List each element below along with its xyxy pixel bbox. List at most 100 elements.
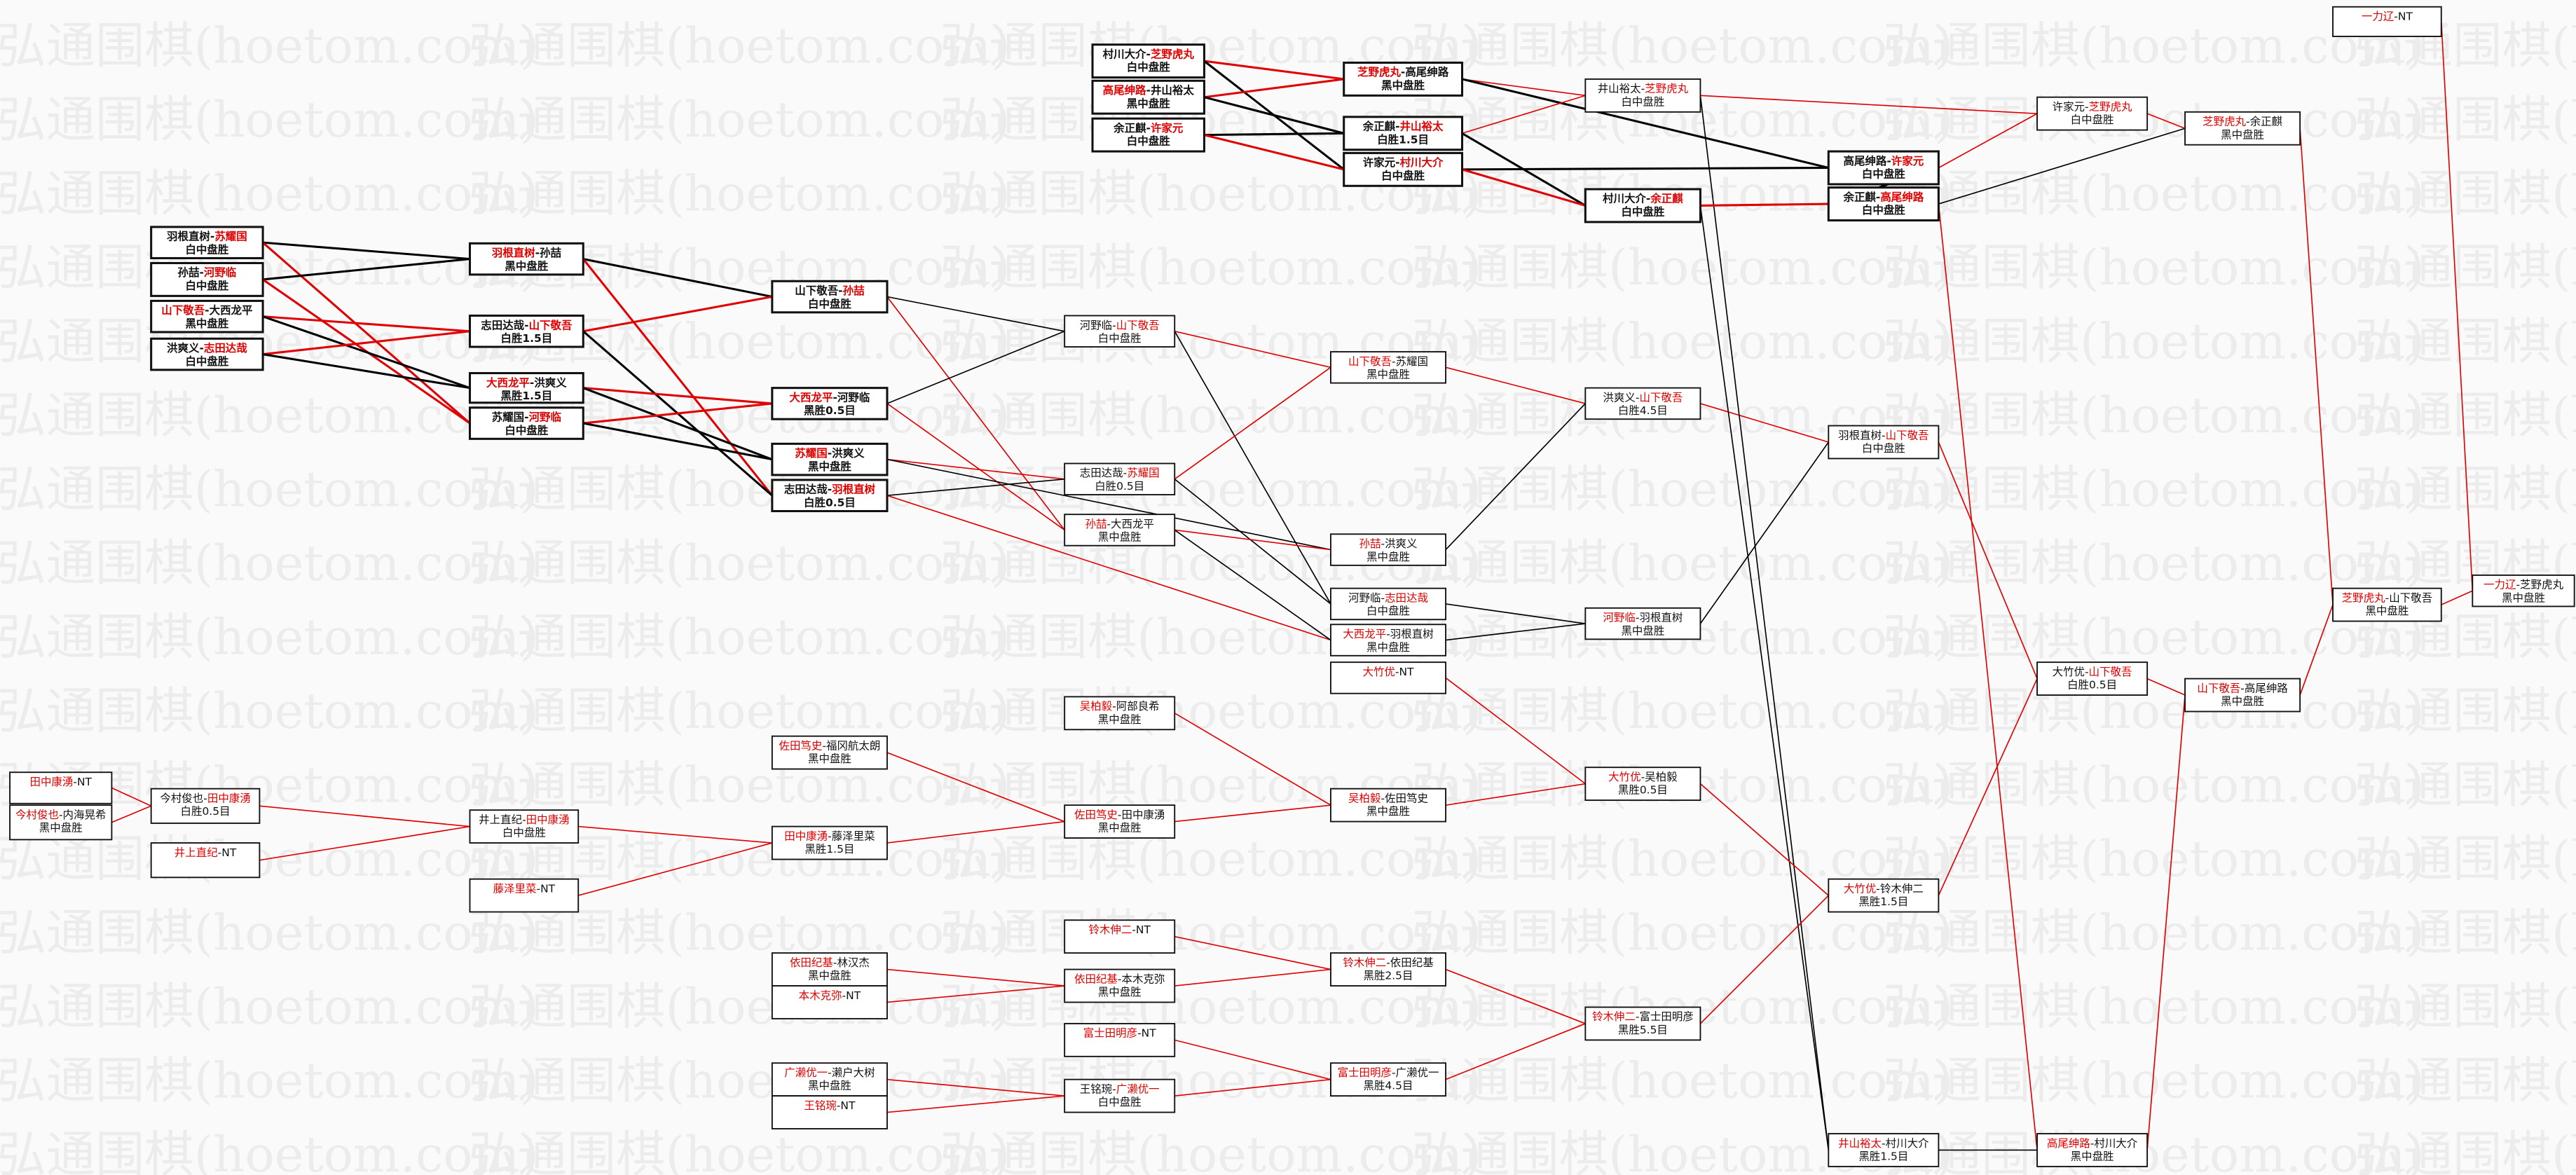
player-1-name: 井山裕太 — [1598, 83, 1641, 95]
player-2-name: 井山裕太 — [1151, 83, 1194, 97]
watermark-text: 弘通围棋(hoetom.com) — [468, 460, 1010, 518]
match-box-border — [150, 788, 261, 824]
player-separator: - — [1641, 83, 1645, 95]
match-result: 黑中盘胜 — [808, 1079, 851, 1092]
match-result: 白中盘胜 — [1098, 1095, 1142, 1108]
player-2-name: 羽根直树 — [1390, 628, 1434, 640]
player-1-name: 河野临 — [1348, 591, 1381, 604]
watermark-text: 弘通围棋(hoetom.com) — [940, 239, 1482, 296]
player-separator: - — [73, 776, 77, 788]
match-players: 孙喆-河野临 — [177, 266, 236, 279]
loser-path-line — [886, 296, 1065, 332]
winner-path-line — [1174, 330, 1331, 369]
winner-path-line — [583, 402, 773, 425]
match-players: 今村俊也-内海晃希 — [15, 809, 106, 821]
watermark-text: 弘通围棋(hoetom.com) — [940, 1126, 1482, 1175]
player-2-name: 山下敬吾 — [1886, 429, 1929, 441]
player-1-name: 河野临 — [1080, 319, 1112, 331]
match-box-border — [1330, 788, 1446, 823]
match-players: 村川大介-芝野虎丸 — [1103, 47, 1195, 60]
match-box-border — [150, 226, 264, 259]
match-box-border — [1064, 919, 1176, 954]
winner-path-line — [1174, 529, 1331, 551]
loser-path-line — [582, 387, 773, 461]
player-1-name: 本木克弥 — [799, 989, 842, 1002]
player-separator: - — [1123, 467, 1128, 479]
player-1-name: 余正麒 — [1362, 120, 1396, 133]
match-result: 黑中盘胜 — [1366, 550, 1410, 563]
loser-path-line — [262, 315, 470, 390]
player-2-name: 本木克弥 — [1121, 973, 1165, 985]
match-result: 白中盘胜 — [1621, 95, 1664, 108]
match-box-border — [1064, 1078, 1176, 1113]
winner-path-line — [1700, 202, 1829, 207]
winner-path-line — [1462, 95, 1586, 135]
match-box-border — [2184, 111, 2301, 146]
player-1-name: 羽根直树 — [167, 230, 210, 243]
watermark-text: 弘通围棋(hoetom.com) — [1883, 460, 2425, 518]
player-separator: - — [833, 391, 837, 404]
player-1-name: 大竹优 — [1844, 882, 1876, 895]
loser-path-line — [1204, 96, 1345, 135]
winner-path-line — [1204, 60, 1344, 81]
watermark-text: 弘通围棋(hoetom.com) — [0, 460, 539, 518]
match-box-border — [1343, 61, 1464, 97]
match-box: 一力辽-NT — [2332, 6, 2442, 37]
player-1-name: 河野临 — [1603, 612, 1635, 624]
match-players: 田中康湧-藤泽里菜 — [784, 830, 875, 842]
match-box-border — [1091, 117, 1205, 153]
player-separator: - — [828, 483, 832, 496]
watermark-text: 弘通围棋(hoetom.com) — [1411, 17, 1954, 74]
match-players: 羽根直树-孙喆 — [492, 246, 562, 259]
watermark-text: 弘通围棋(hoetom.com) — [1883, 535, 2425, 592]
match-result: 黑中盘胜 — [505, 259, 548, 273]
match-result: 白中盘胜 — [1621, 205, 1664, 218]
winner-path-line — [1938, 678, 2038, 896]
player-separator: - — [1641, 771, 1645, 783]
winner-path-line — [2146, 678, 2186, 696]
player-separator: - — [2385, 591, 2390, 604]
match-box-border — [1828, 425, 1940, 460]
player-1-name: 山下敬吾 — [795, 284, 838, 297]
match-players: 芝野虎丸-高尾绅路 — [1357, 65, 1449, 78]
match-box: 本木克弥-NT — [771, 985, 888, 1019]
player-2-name: NT — [846, 989, 861, 1002]
match-players: 河野临-山下敬吾 — [1080, 319, 1160, 331]
match-result: 黑胜0.5目 — [804, 404, 856, 417]
player-separator: - — [1132, 923, 1136, 936]
player-1-name: 高尾绅路 — [1843, 154, 1886, 167]
player-separator: - — [1146, 84, 1151, 97]
player-separator: - — [1118, 809, 1122, 821]
match-players: 芝野虎丸-余正麒 — [2202, 115, 2282, 128]
player-separator: - — [524, 411, 528, 424]
loser-path-line — [1938, 128, 2186, 205]
match-players: 王铭琬-NT — [804, 1099, 856, 1112]
player-1-name: 广濑优一 — [784, 1066, 828, 1079]
player-2-name: 孙喆 — [843, 284, 865, 297]
match-players: 苏耀国-洪爽义 — [795, 446, 865, 460]
match-result: 白胜0.5目 — [1095, 480, 1144, 493]
match-players: 佐田笃史-田中康湧 — [1074, 809, 1165, 821]
player-separator: - — [530, 376, 534, 389]
player-separator: - — [1386, 956, 1390, 969]
match-players: 芝野虎丸-山下敬吾 — [2342, 591, 2432, 604]
player-1-name: 洪爽义 — [1603, 391, 1635, 404]
match-players: 一力辽-NT — [2362, 11, 2413, 23]
watermark-text: 弘通围棋(hoetom.com) — [1411, 535, 1954, 592]
player-separator: - — [205, 304, 209, 317]
match-box-border — [1091, 79, 1205, 115]
match-box-border — [2036, 1133, 2149, 1167]
player-separator: - — [1395, 121, 1399, 133]
match-box-border — [150, 337, 264, 371]
match-box-border — [1584, 188, 1701, 224]
match-result: 白胜0.5目 — [2067, 679, 2117, 692]
winner-path-line — [259, 805, 470, 827]
match-result: 黑胜0.5目 — [1618, 784, 1668, 797]
